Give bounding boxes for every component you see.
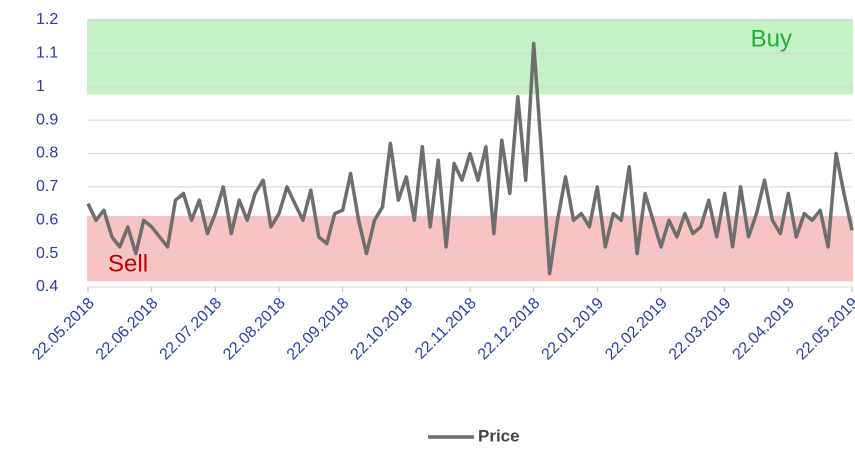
- y-tick-label: 0.5: [36, 245, 58, 262]
- x-tick-label: 22.03.2019: [666, 295, 735, 364]
- y-tick-label: 0.9: [36, 111, 58, 128]
- x-tick-label: 22.10.2018: [348, 295, 417, 364]
- band-label: Sell: [108, 250, 148, 277]
- x-tick-label: 22.04.2019: [730, 295, 799, 364]
- x-tick-label: 22.06.2018: [93, 295, 162, 364]
- y-tick-label: 0.4: [36, 278, 58, 295]
- y-tick-label: 1.2: [36, 11, 58, 28]
- y-tick-label: 0.7: [36, 178, 58, 195]
- x-tick-label: 22.12.2018: [475, 295, 544, 364]
- y-tick-label: 1: [36, 78, 45, 95]
- y-tick-label: 1.1: [36, 45, 58, 62]
- price-line: [86, 41, 854, 276]
- x-tick-label: 22.05.2018: [29, 295, 98, 364]
- x-tick-label: 22.11.2018: [412, 295, 480, 363]
- band-label: Buy: [751, 25, 792, 52]
- band: [87, 19, 853, 95]
- y-tick-label: 0.6: [36, 211, 58, 228]
- legend-label: Price: [478, 426, 520, 445]
- x-tick-label: 22.01.2019: [539, 295, 608, 364]
- x-tick-label: 22.05.2019: [793, 295, 855, 364]
- x-tick-label: 22.09.2018: [284, 295, 353, 364]
- x-tick-label: 22.02.2019: [602, 295, 671, 364]
- y-tick-label: 0.8: [36, 145, 58, 162]
- x-tick-label: 22.07.2018: [157, 295, 226, 364]
- band: [87, 215, 853, 282]
- x-tick-label: 22.08.2018: [220, 295, 289, 364]
